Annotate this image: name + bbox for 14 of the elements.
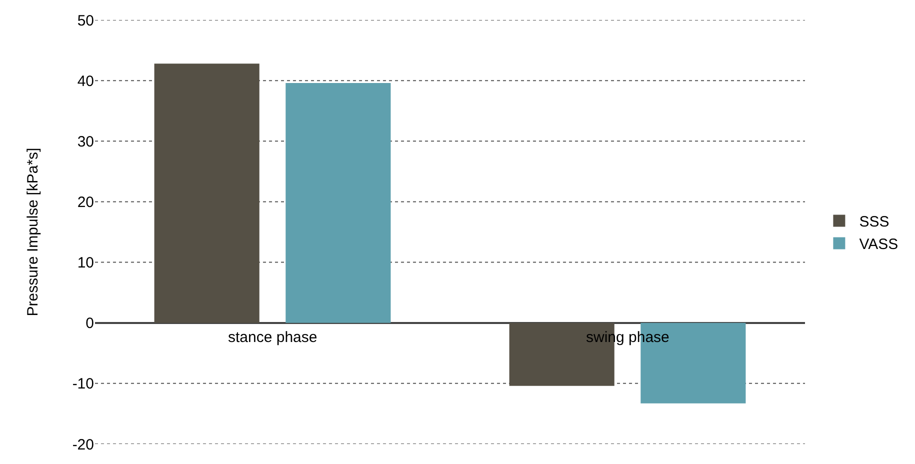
y-tick-label: 40 [77, 72, 94, 90]
bar [286, 82, 391, 323]
y-tick-label: 0 [86, 315, 94, 332]
bar [154, 64, 260, 323]
y-tick-label: 50 [77, 12, 94, 30]
y-tick-label: 30 [77, 133, 94, 150]
legend-label: VASS [859, 236, 898, 254]
y-tick-label: 20 [77, 194, 94, 211]
legend-label: SSS [859, 214, 890, 231]
y-tick-label: -10 [72, 376, 94, 393]
y-tick-label: -20 [72, 436, 94, 454]
y-tick-label: 10 [77, 254, 94, 272]
x-tick-label: stance phase [228, 329, 318, 346]
y-axis-title: Pressure Impulse [kPa*s] [24, 148, 42, 316]
